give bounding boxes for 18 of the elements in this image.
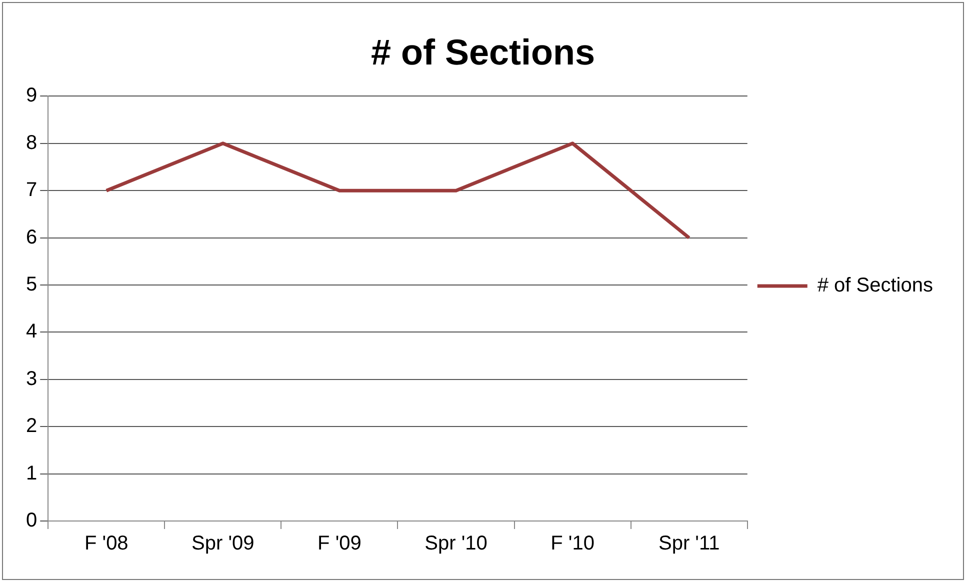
legend-label: # of Sections — [817, 274, 933, 297]
chart-title: # of Sections — [370, 32, 596, 73]
x-tick-label: F '10 — [550, 532, 594, 555]
y-tick-label: 2 — [26, 415, 38, 438]
y-tick-label: 3 — [26, 368, 38, 390]
x-tick-label: Spr '10 — [424, 532, 488, 555]
y-tick-label: 9 — [26, 84, 38, 107]
y-tick-label: 7 — [26, 179, 38, 202]
x-tick-label: Spr '11 — [658, 532, 720, 555]
x-tick-label: F '09 — [318, 532, 362, 555]
x-tick-label: F '08 — [84, 532, 128, 555]
x-tick-label: Spr '09 — [192, 532, 254, 555]
y-tick-label: 5 — [26, 274, 38, 296]
y-tick-label: 1 — [26, 462, 38, 484]
y-tick-label: 6 — [26, 226, 38, 248]
y-tick-label: 8 — [26, 132, 38, 154]
y-tick-label: 4 — [26, 320, 38, 343]
y-tick-label: 0 — [26, 510, 38, 532]
